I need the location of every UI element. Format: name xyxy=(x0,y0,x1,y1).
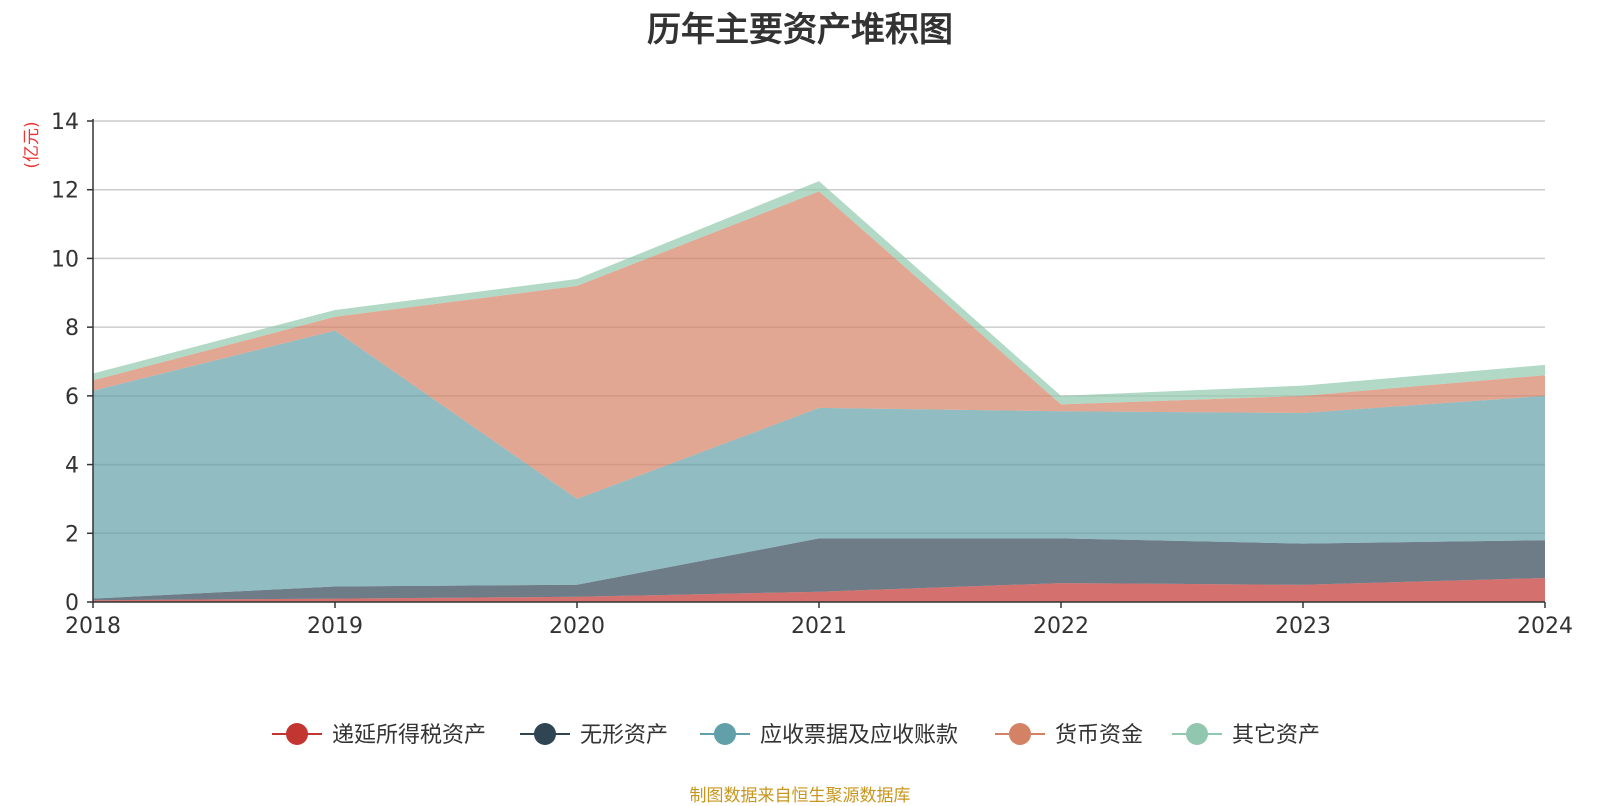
legend-item[interactable]: 应收票据及应收账款 xyxy=(700,723,958,748)
legend-label: 无形资产 xyxy=(580,723,668,748)
legend-marker xyxy=(286,723,308,745)
data-source-note: 制图数据来自恒生聚源数据库 xyxy=(689,786,911,806)
legend-item[interactable]: 递延所得税资产 xyxy=(272,723,486,748)
y-tick-label: 8 xyxy=(65,316,79,341)
legend-item[interactable]: 其它资产 xyxy=(1172,723,1320,748)
y-tick-label: 14 xyxy=(51,110,79,135)
x-tick-label: 2023 xyxy=(1275,614,1331,639)
y-tick-label: 2 xyxy=(65,522,79,547)
y-tick-label: 10 xyxy=(51,247,79,272)
legend-marker xyxy=(1009,723,1031,745)
area-series-2[interactable] xyxy=(93,330,1545,599)
x-tick-label: 2021 xyxy=(791,614,847,639)
axes: 0 2 4 6 8 10 12 14 2018 2019 2020 2021 2022 2023 2024 xyxy=(51,110,1573,639)
x-tick-label: 2018 xyxy=(65,614,121,639)
legend-marker xyxy=(534,723,556,745)
x-tick-label: 2024 xyxy=(1517,614,1573,639)
x-tick-label: 2020 xyxy=(549,614,605,639)
legend-label: 货币资金 xyxy=(1055,723,1143,748)
chart-title: 历年主要资产堆积图 xyxy=(647,10,953,50)
y-axis-label: (亿元) xyxy=(22,121,42,168)
legend-label: 其它资产 xyxy=(1232,723,1320,748)
area-series-0[interactable] xyxy=(93,578,1545,602)
legend-label: 递延所得税资产 xyxy=(332,723,486,748)
legend-item[interactable]: 货币资金 xyxy=(995,723,1143,748)
area-series-4[interactable] xyxy=(93,181,1545,405)
x-tick-label: 2019 xyxy=(307,614,363,639)
area-series-3[interactable] xyxy=(93,191,1545,499)
area-series xyxy=(93,181,1545,602)
x-tick-label: 2022 xyxy=(1033,614,1089,639)
y-tick-label: 12 xyxy=(51,179,79,204)
legend-marker xyxy=(1186,723,1208,745)
legend-item[interactable]: 无形资产 xyxy=(520,723,668,748)
legend-marker xyxy=(714,723,736,745)
y-tick-label: 0 xyxy=(65,591,79,616)
legend[interactable]: 递延所得税资产 无形资产 应收票据及应收账款 货币资金 其它资产 xyxy=(272,723,1320,748)
area-series-1[interactable] xyxy=(93,538,1545,601)
y-tick-label: 4 xyxy=(65,454,79,479)
y-tick-label: 6 xyxy=(65,385,79,410)
legend-label: 应收票据及应收账款 xyxy=(760,723,958,748)
